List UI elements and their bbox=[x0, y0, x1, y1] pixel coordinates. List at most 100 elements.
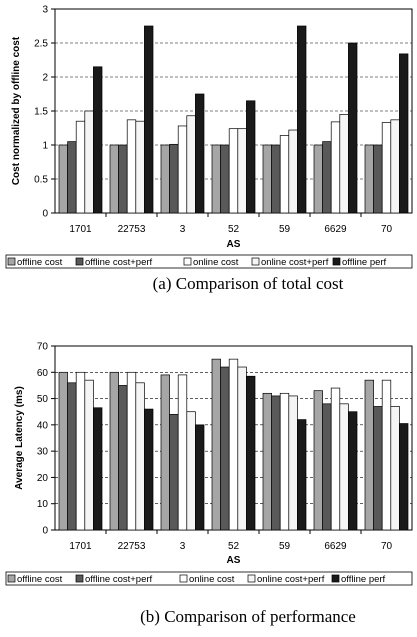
bar bbox=[75, 120, 86, 214]
bar bbox=[246, 375, 256, 531]
bar bbox=[118, 385, 128, 531]
x-tick-label: 59 bbox=[279, 224, 291, 235]
y-tick-label: 1 bbox=[42, 141, 48, 152]
bar bbox=[279, 135, 290, 214]
bar bbox=[297, 419, 307, 531]
x-tick-label: 59 bbox=[279, 541, 291, 552]
bar bbox=[186, 411, 196, 531]
bar bbox=[84, 379, 94, 531]
x-axis-label: AS bbox=[227, 239, 241, 250]
bar bbox=[339, 114, 349, 214]
bar bbox=[177, 125, 188, 214]
legend: offline cost offline cost+perf online cost… bbox=[5, 254, 413, 269]
figure-caption: (a) Comparison of total cost bbox=[153, 274, 344, 293]
bar bbox=[177, 374, 188, 531]
y-tick-label: 70 bbox=[37, 342, 49, 353]
bar bbox=[126, 371, 137, 531]
bar bbox=[195, 424, 205, 531]
legend-label: offline perf bbox=[342, 257, 387, 268]
legend-swatch bbox=[179, 574, 188, 583]
y-tick-label: 30 bbox=[37, 447, 49, 458]
bar bbox=[109, 144, 119, 214]
legend-label: offline cost bbox=[17, 257, 63, 268]
bar bbox=[262, 144, 272, 214]
bar bbox=[381, 379, 392, 531]
bar bbox=[135, 120, 145, 214]
y-tick-label: 10 bbox=[37, 499, 49, 510]
chart-performance: 0 10 20 30 40 50 60 70 Average Latency (ms) 1701 2… bbox=[5, 342, 413, 626]
bar bbox=[348, 42, 358, 214]
bar bbox=[144, 408, 154, 531]
bar bbox=[93, 66, 103, 214]
x-tick-label: 52 bbox=[228, 541, 240, 552]
bar bbox=[279, 392, 290, 531]
legend: offline cost offline cost+perf online cost… bbox=[5, 571, 413, 586]
bar bbox=[288, 129, 298, 214]
legend-swatch bbox=[75, 574, 84, 583]
y-tick-label: 0.5 bbox=[34, 175, 48, 186]
y-tick-label: 20 bbox=[37, 473, 49, 484]
y-tick-label: 3 bbox=[42, 5, 48, 16]
y-axis-label: Average Latency (ms) bbox=[14, 386, 25, 490]
x-axis-label: AS bbox=[227, 555, 241, 566]
bar bbox=[160, 144, 170, 214]
x-tick-label: 22753 bbox=[118, 541, 146, 552]
x-tick-label: 6629 bbox=[324, 541, 347, 552]
x-tick-label: 1701 bbox=[69, 224, 92, 235]
y-tick-label: 2 bbox=[42, 73, 48, 84]
x-tick-label: 6629 bbox=[324, 224, 347, 235]
bar bbox=[211, 144, 221, 214]
bar bbox=[195, 93, 205, 214]
x-tick-label: 52 bbox=[228, 224, 240, 235]
bar bbox=[373, 406, 383, 531]
bar bbox=[67, 382, 77, 531]
bar bbox=[322, 141, 332, 214]
bar bbox=[330, 121, 341, 214]
y-axis-label: Cost normalized by offline cost bbox=[11, 36, 22, 185]
bar bbox=[381, 122, 392, 214]
legend-label: online cost+perf bbox=[257, 574, 325, 585]
bar bbox=[211, 358, 221, 531]
legend-swatch bbox=[183, 257, 192, 266]
bar bbox=[93, 407, 103, 531]
bar bbox=[373, 144, 383, 214]
legend-label: offline perf bbox=[341, 574, 386, 585]
bar bbox=[313, 390, 323, 531]
bar bbox=[246, 100, 256, 214]
legend-swatch bbox=[251, 257, 260, 266]
figure-caption: (b) Comparison of performance bbox=[140, 607, 356, 626]
bar bbox=[169, 143, 179, 214]
x-tick-label: 1701 bbox=[69, 541, 92, 552]
bar bbox=[67, 141, 77, 214]
legend-swatch bbox=[7, 574, 16, 583]
legend-swatch bbox=[247, 574, 256, 583]
bar bbox=[160, 374, 170, 531]
bar bbox=[144, 25, 154, 214]
bar bbox=[58, 371, 68, 531]
y-tick-label: 2.5 bbox=[34, 39, 48, 50]
bar bbox=[109, 371, 119, 531]
x-tick-label: 3 bbox=[180, 541, 186, 552]
bar bbox=[237, 128, 247, 214]
legend-box bbox=[5, 254, 413, 269]
bar bbox=[330, 387, 341, 531]
legend-swatch bbox=[331, 574, 340, 583]
bar bbox=[399, 53, 409, 214]
chart-cost: 0 0.5 1 1.5 2 2.5 3 Cost normalized by offline … bbox=[5, 5, 413, 293]
bar bbox=[271, 395, 281, 531]
bar bbox=[364, 379, 374, 531]
bar bbox=[220, 144, 230, 214]
legend-swatch bbox=[332, 257, 341, 266]
x-tick-label: 70 bbox=[381, 224, 393, 235]
bar bbox=[313, 144, 323, 214]
legend-label: offline cost+perf bbox=[85, 574, 153, 585]
bar bbox=[322, 403, 332, 531]
bar bbox=[220, 366, 230, 531]
x-tick-label: 70 bbox=[381, 541, 393, 552]
legend-label: online cost bbox=[193, 257, 239, 268]
bar bbox=[390, 406, 400, 531]
legend-label: offline cost+perf bbox=[85, 257, 153, 268]
bar bbox=[58, 144, 68, 214]
legend-swatch bbox=[75, 257, 84, 266]
x-tick-label: 3 bbox=[180, 224, 186, 235]
